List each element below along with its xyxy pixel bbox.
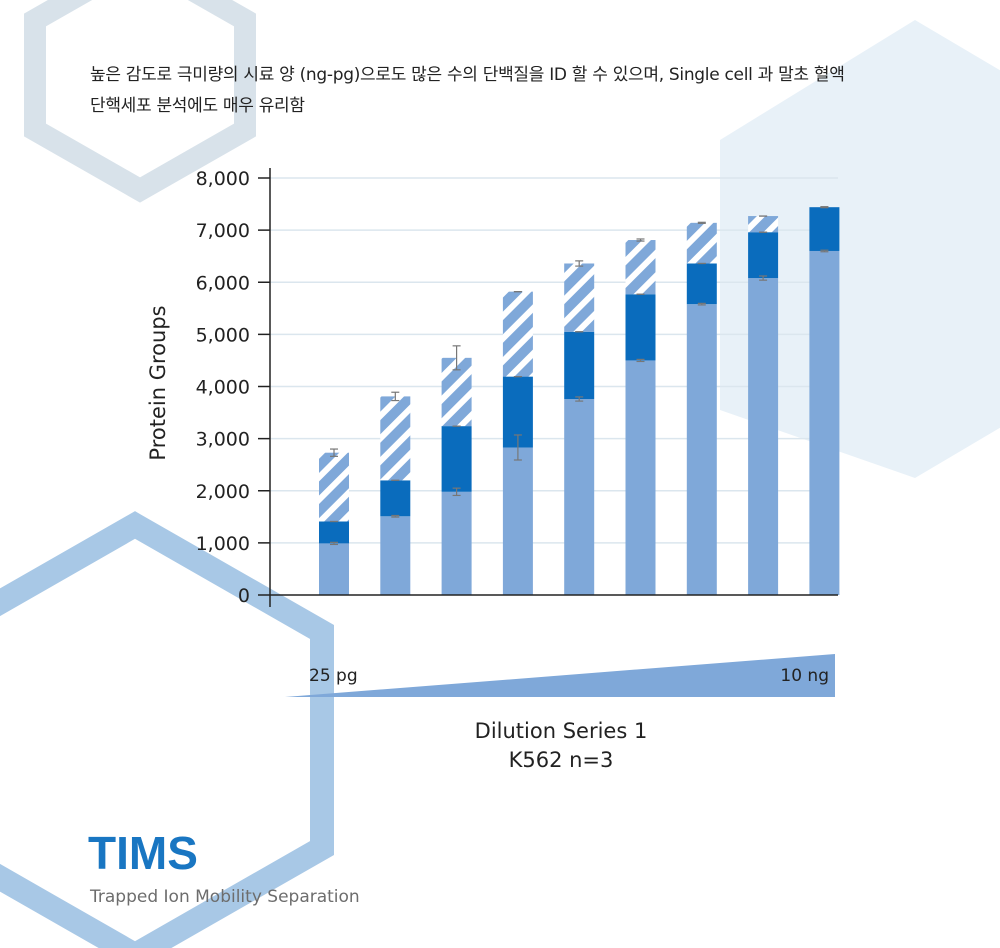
bar-segment-dark-solid bbox=[686, 263, 717, 305]
bar-segment-light-solid bbox=[319, 543, 349, 595]
bar-segment-hatched bbox=[686, 222, 717, 264]
error-bars bbox=[330, 206, 829, 546]
bar-segment-dark-solid bbox=[809, 207, 840, 251]
y-tick-label: 8,000 bbox=[196, 168, 250, 190]
y-tick-label: 4,000 bbox=[196, 377, 250, 399]
bars bbox=[319, 207, 840, 595]
y-tick-label: 5,000 bbox=[196, 324, 250, 346]
hexagon-light-right bbox=[720, 20, 1000, 478]
description-line-2: 단핵세포 분석에도 매우 유리함 bbox=[90, 96, 305, 116]
y-tick-label: 6,000 bbox=[196, 272, 250, 294]
bar-segment-dark-solid bbox=[380, 480, 411, 517]
bar-segment-hatched bbox=[748, 216, 779, 233]
bar-segment-light-solid bbox=[625, 360, 656, 595]
y-tick-label: 7,000 bbox=[196, 220, 250, 242]
y-tick-label: 0 bbox=[238, 585, 250, 607]
y-axis-label: Protein Groups bbox=[146, 305, 170, 460]
description-line-1: 높은 감도로 극미량의 시료 양 (ng-pg)으로도 많은 수의 단백질을 I… bbox=[90, 65, 845, 85]
y-tick-label: 3,000 bbox=[196, 429, 250, 451]
y-tick-label: 2,000 bbox=[196, 481, 250, 503]
bar-segment-light-solid bbox=[441, 491, 472, 595]
bar-segment-light-solid bbox=[380, 516, 411, 595]
brand-title: TIMS bbox=[88, 827, 198, 879]
bar-segment-hatched bbox=[564, 263, 595, 332]
bar-segment-light-solid bbox=[502, 447, 533, 595]
bar-segment-hatched bbox=[502, 291, 533, 377]
bar-segment-light-solid bbox=[686, 304, 717, 595]
dilution-start-label: 25 pg bbox=[309, 666, 358, 686]
bar-segment-light-solid bbox=[809, 250, 840, 595]
bar-segment-hatched bbox=[319, 452, 349, 522]
bar-segment-dark-solid bbox=[625, 294, 656, 361]
bar-segment-hatched bbox=[380, 396, 411, 481]
y-tick-label: 1,000 bbox=[196, 533, 250, 555]
brand-subtitle: Trapped Ion Mobility Separation bbox=[90, 887, 360, 907]
bar-segment-dark-solid bbox=[441, 426, 472, 492]
x-axis-label-line-1: Dilution Series 1 bbox=[475, 719, 648, 743]
bar-segment-light-solid bbox=[748, 278, 779, 595]
y-axis: 0 1,000 2,000 3,000 4,000 5,000 6,000 7,000 8,00… bbox=[196, 168, 838, 607]
bar-segment-dark-solid bbox=[564, 331, 595, 400]
bar-segment-light-solid bbox=[564, 399, 595, 595]
grid-lines bbox=[270, 177, 838, 544]
dilution-wedge bbox=[285, 654, 835, 697]
bar-segment-dark-solid bbox=[748, 232, 779, 279]
x-axis-label-line-2: K562 n=3 bbox=[509, 748, 614, 772]
hexagon-gray-top-left bbox=[24, 0, 256, 203]
dilution-end-label: 10 ng bbox=[780, 666, 829, 686]
bar-segment-hatched bbox=[625, 240, 656, 295]
hexagon-blue-bottom-left bbox=[0, 511, 334, 948]
bar-segment-dark-solid bbox=[319, 521, 349, 544]
